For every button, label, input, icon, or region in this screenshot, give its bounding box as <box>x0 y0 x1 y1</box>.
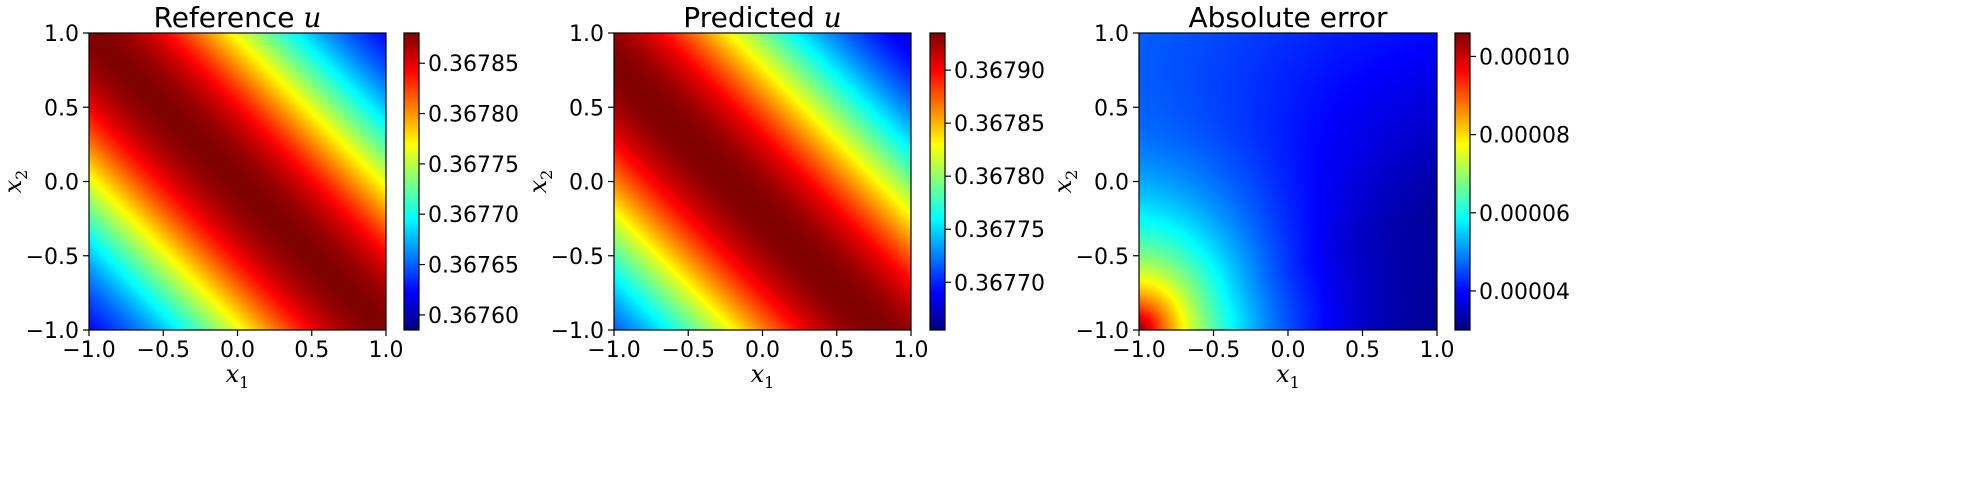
y-tick-label: −1.0 <box>551 319 604 344</box>
heatmap-image <box>614 33 911 330</box>
colorbar <box>1455 33 1470 330</box>
x-tick-label: 0.5 <box>294 338 329 363</box>
colorbar-tick-label: 0.00010 <box>1479 45 1570 70</box>
colorbar-tick-label: 0.36785 <box>954 112 1045 137</box>
colorbar <box>930 33 945 330</box>
colorbar-tick-label: 0.36760 <box>428 304 519 329</box>
colorbar-tick-label: 0.00006 <box>1479 202 1570 227</box>
colorbar-tick-label: 0.00004 <box>1479 280 1570 305</box>
x-tick-label: 1.0 <box>894 338 929 363</box>
x-axis-label: x1 <box>751 360 775 392</box>
colorbar-frame <box>1454 32 1471 331</box>
chart-title: Reference u <box>154 1 322 34</box>
y-tick-label: −0.5 <box>26 245 79 270</box>
colorbar-tick-label: 0.36790 <box>954 59 1045 84</box>
colorbar <box>404 33 419 330</box>
chart-title-variable: u <box>303 1 321 34</box>
heatmap-image <box>1139 33 1437 330</box>
y-tick-label: 0.5 <box>44 96 79 121</box>
y-axis-label: x2 <box>1049 170 1081 194</box>
x-tick-label: 1.0 <box>369 338 404 363</box>
x-axis-label: x1 <box>1276 360 1300 392</box>
x-tick-label: 0.0 <box>1271 338 1306 363</box>
y-tick-label: −0.5 <box>551 245 604 270</box>
y-tick-label: 0.0 <box>44 171 79 196</box>
x-tick-label: 0.0 <box>220 338 255 363</box>
colorbar-tick-label: 0.36765 <box>428 254 519 279</box>
chart-title: Predicted u <box>683 1 841 34</box>
x-tick-label: 1.0 <box>1420 338 1455 363</box>
x-tick-label: −1.0 <box>62 338 115 363</box>
colorbar-tick-label: 0.36780 <box>428 103 519 128</box>
x-tick-label: 0.5 <box>1345 338 1380 363</box>
colorbar-tick-label: 0.36775 <box>428 153 519 178</box>
colorbar-tick-label: 0.36770 <box>954 271 1045 296</box>
x-tick-label: 0.0 <box>745 338 780 363</box>
colorbar-tick-label: 0.00008 <box>1479 124 1570 149</box>
y-tick-label: 1.0 <box>569 22 604 47</box>
y-axis-label: x2 <box>0 170 31 194</box>
chart-title-variable: u <box>824 1 842 34</box>
y-tick-label: −1.0 <box>26 319 79 344</box>
y-tick-label: 0.5 <box>1094 96 1129 121</box>
colorbar-tick-label: 0.36785 <box>428 52 519 77</box>
y-tick-label: 1.0 <box>44 22 79 47</box>
colorbar-tick-label: 0.36780 <box>954 165 1045 190</box>
y-tick-label: 0.5 <box>569 96 604 121</box>
chart-title-text: Predicted <box>683 1 823 34</box>
x-tick-label: −0.5 <box>662 338 715 363</box>
x-tick-label: −1.0 <box>587 338 640 363</box>
x-tick-label: −0.5 <box>1187 338 1240 363</box>
heatmap-image <box>89 33 386 330</box>
panel-1: Reference u −1.0 −0.5 0.0 0.5 1.0 −1.0 −0.5 0.0 0… <box>0 1 519 392</box>
x-axis-label: x1 <box>226 360 250 392</box>
y-axis-label: x2 <box>524 170 556 194</box>
panel-2: Predicted u −1.0 −0.5 0.0 0.5 1.0 −1.0 −0.5 0.0 0… <box>524 1 1045 392</box>
y-tick-label: 0.0 <box>1094 171 1129 196</box>
y-tick-label: −0.5 <box>1076 245 1129 270</box>
chart-title-text: Absolute error <box>1188 1 1388 34</box>
x-tick-label: 0.5 <box>819 338 854 363</box>
chart-title-text: Reference <box>154 1 304 34</box>
panel-3: Absolute error −1.0 −0.5 0.0 0.5 1.0 −1.0 −0.5 0… <box>1049 1 1570 392</box>
colorbar-tick-label: 0.36775 <box>954 218 1045 243</box>
y-tick-label: 1.0 <box>1094 22 1129 47</box>
chart-title: Absolute error <box>1188 1 1388 34</box>
colorbar-tick-label: 0.36770 <box>428 203 519 228</box>
colorbar-frame <box>929 32 946 331</box>
colorbar-frame <box>403 32 420 331</box>
y-tick-label: −1.0 <box>1076 319 1129 344</box>
y-tick-label: 0.0 <box>569 171 604 196</box>
x-tick-label: −1.0 <box>1112 338 1165 363</box>
x-tick-label: −0.5 <box>137 338 190 363</box>
